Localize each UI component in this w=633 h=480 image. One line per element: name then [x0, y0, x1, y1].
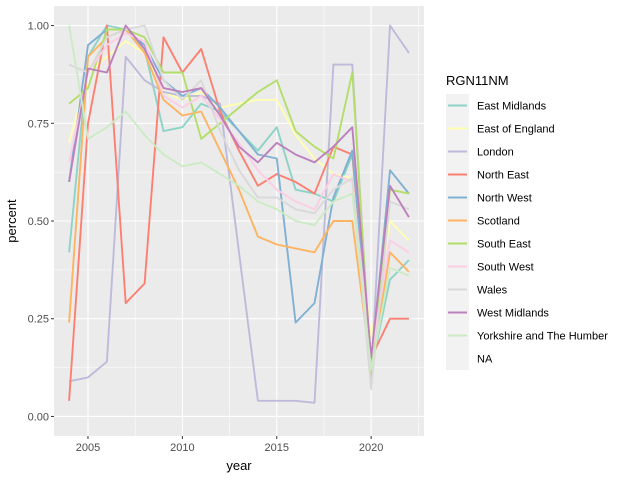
- y-axis-ticks: 0.00 0.25 0.50 0.75 1.00: [28, 21, 54, 423]
- legend-label-south-east: South East: [477, 239, 531, 251]
- y-tick-label: 0.75: [28, 118, 49, 130]
- x-tick-label: 2010: [170, 442, 194, 454]
- legend-label-scotland: Scotland: [477, 216, 520, 228]
- legend-label-north-west: North West: [477, 193, 532, 205]
- y-tick-label: 0.25: [28, 314, 49, 326]
- legend-label-west-midlands: West Midlands: [477, 308, 549, 320]
- x-tick-label: 2005: [76, 442, 100, 454]
- y-axis-title: percent: [4, 199, 19, 243]
- x-axis-ticks: 2005 2010 2015 2020: [76, 436, 383, 454]
- legend: East Midlands East of England London North …: [446, 94, 608, 370]
- y-tick-label: 0.50: [28, 216, 49, 228]
- major-gridlines: [54, 6, 424, 436]
- series-line-yorkshire-and-the-humber: [68, 25, 410, 371]
- legend-label-east-of-england: East of England: [477, 124, 555, 136]
- series-line-london: [68, 24, 410, 404]
- legend-label-wales: Wales: [477, 285, 508, 297]
- x-tick-label: 2020: [359, 442, 383, 454]
- series-line-west-midlands: [68, 24, 410, 359]
- legend-label-yorkshire-and-the-humber: Yorkshire and The Humber: [477, 331, 608, 343]
- y-tick-label: 0.00: [28, 411, 49, 423]
- x-tick-label: 2015: [265, 442, 289, 454]
- legend-label-london: London: [477, 147, 514, 159]
- series-line-wales: [68, 24, 410, 391]
- legend-title: RGN11NM: [446, 73, 509, 88]
- legend-label-na: NA: [477, 354, 493, 366]
- series-lines: [68, 24, 410, 404]
- legend-key-na: [446, 347, 469, 370]
- legend-label-north-east: North East: [477, 170, 529, 182]
- legend-label-east-midlands: East Midlands: [477, 101, 547, 113]
- y-tick-label: 1.00: [28, 21, 49, 33]
- legend-label-south-west: South West: [477, 262, 534, 274]
- x-axis-title: year: [226, 458, 252, 473]
